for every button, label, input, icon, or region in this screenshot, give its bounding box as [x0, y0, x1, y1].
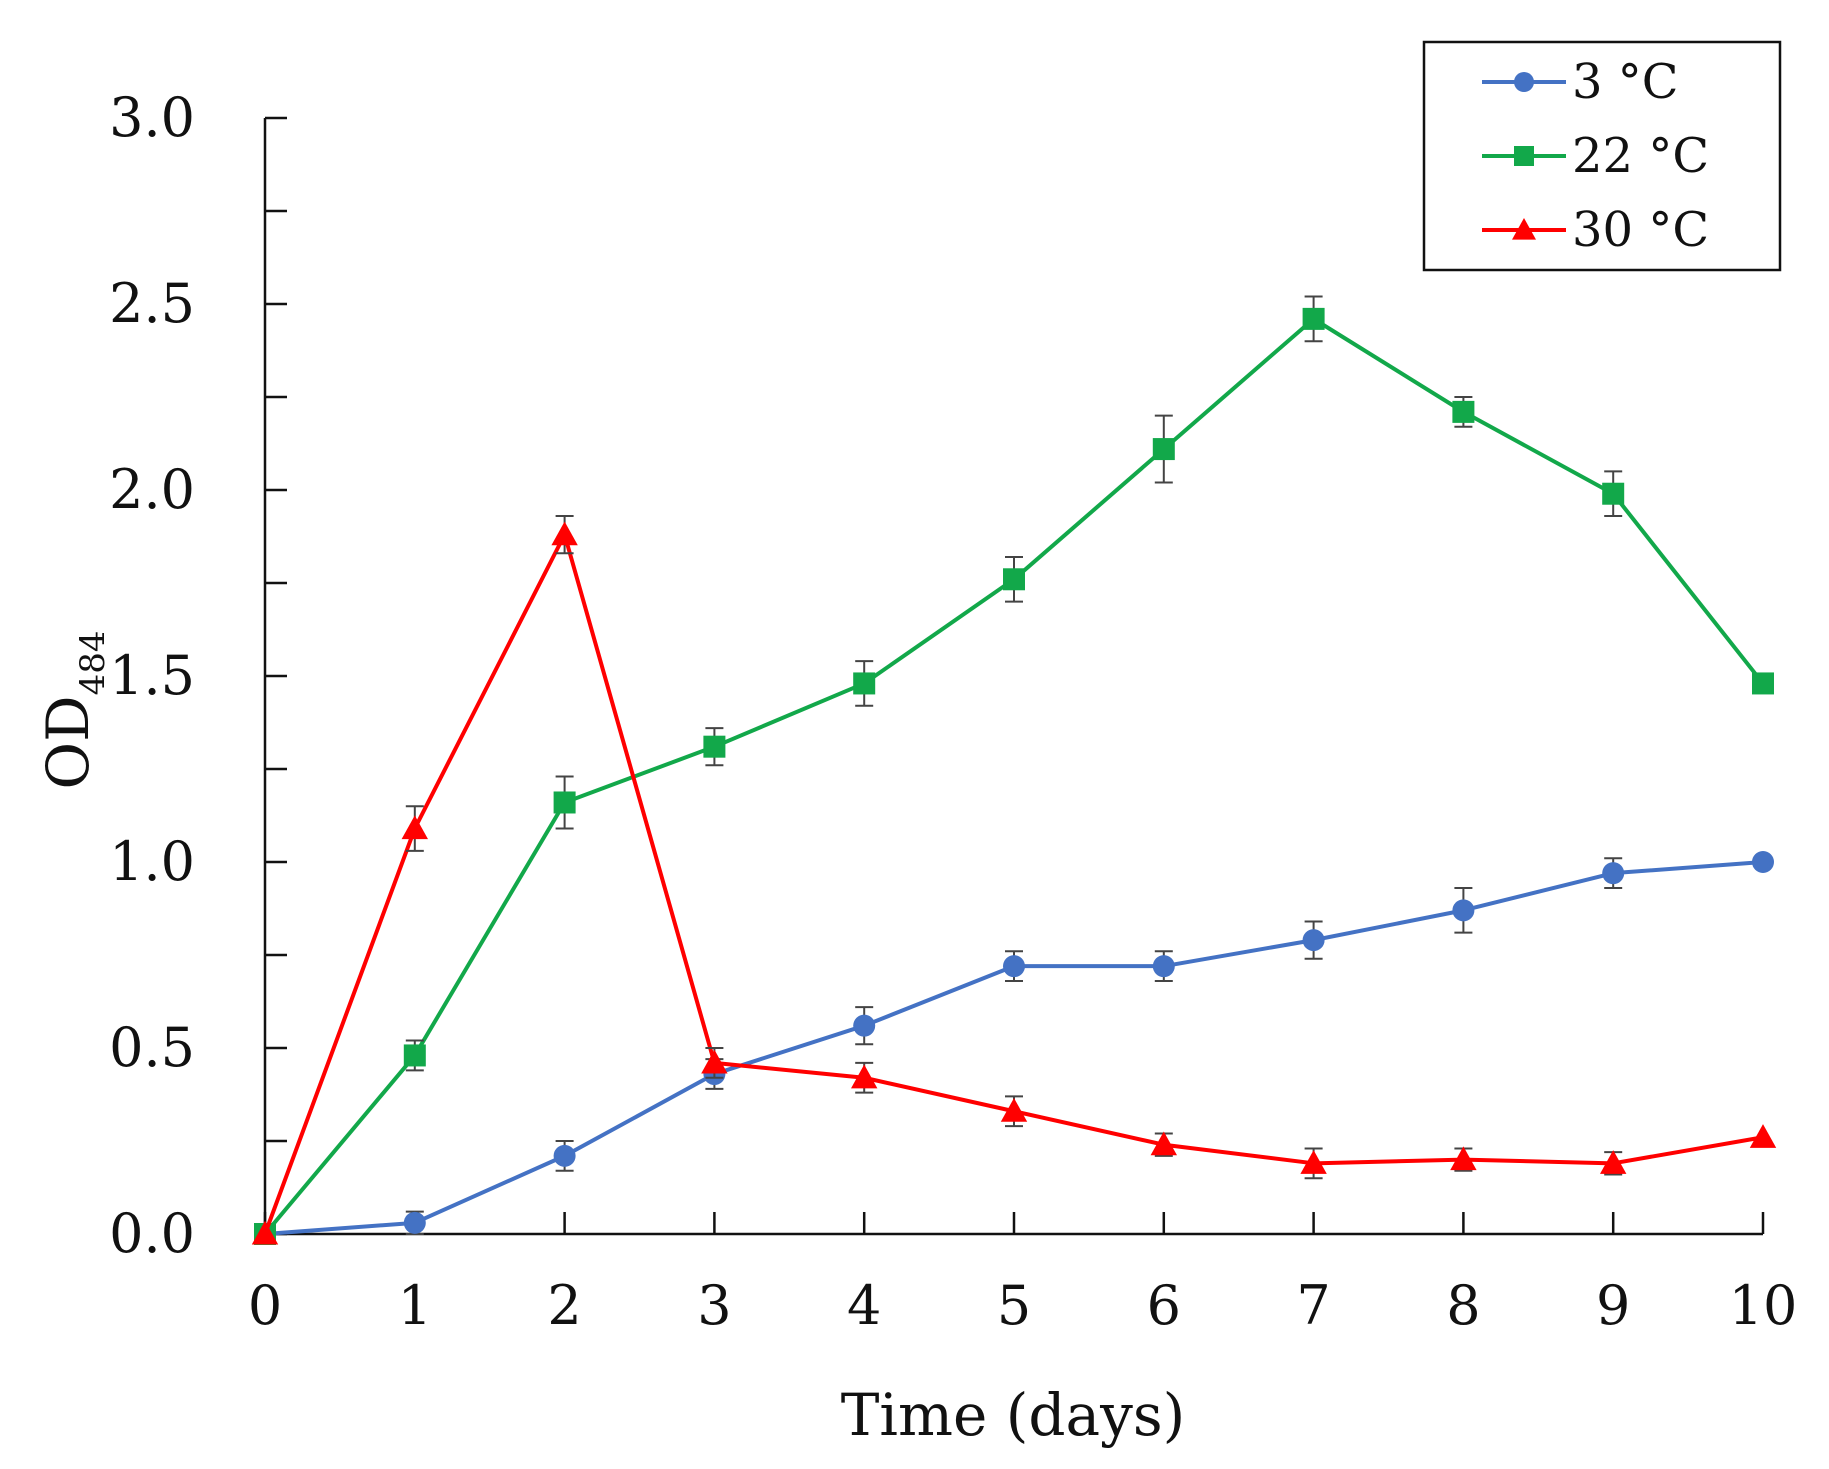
- y-tick-label: 1.5: [109, 644, 195, 707]
- x-tick-label: 0: [248, 1274, 282, 1337]
- x-tick-label: 4: [847, 1274, 881, 1337]
- x-tick-label: 6: [1147, 1274, 1181, 1337]
- data-point: [1600, 1150, 1627, 1174]
- data-point: [1452, 899, 1475, 922]
- x-ticks: 0 1 2 3 4 5 6 7 8 9 10: [248, 1212, 1798, 1337]
- data-point: [1752, 672, 1774, 695]
- data-point: [1003, 568, 1025, 591]
- y-axis-title-subscript: 484: [73, 631, 113, 696]
- data-point: [401, 815, 428, 840]
- y-axis-title: OD484: [34, 631, 113, 790]
- legend-label: 22 °C: [1572, 128, 1709, 184]
- axes: [263, 118, 1763, 1236]
- data-point: [553, 791, 576, 814]
- data-point: [403, 1044, 426, 1067]
- series-1-line: [264, 860, 1764, 1236]
- x-tick-label: 3: [697, 1274, 731, 1337]
- y-ticks: 0.0 0.5 1.0 1.5 2.0 2.5 3.0: [109, 86, 287, 1265]
- data-point: [1752, 851, 1774, 873]
- legend: 3 °C 22 °C 30 °C: [1422, 40, 1782, 272]
- legend-item: 3 °C: [1482, 54, 1679, 110]
- data-point: [701, 1049, 728, 1074]
- legend-label: 30 °C: [1572, 202, 1709, 258]
- data-point: [1452, 400, 1475, 423]
- plot-area: [251, 295, 1777, 1245]
- data-point: [1150, 1131, 1177, 1156]
- x-tick-label: 8: [1446, 1274, 1480, 1337]
- x-axis-title: Time (days): [841, 1381, 1186, 1449]
- data-point: [853, 1014, 876, 1037]
- data-point: [553, 1144, 576, 1167]
- svg-text:OD484: OD484: [34, 631, 113, 790]
- legend-marker: [1514, 146, 1534, 166]
- data-point: [251, 1220, 279, 1245]
- legend-item: 30 °C: [1482, 202, 1709, 258]
- x-tick-label: 2: [547, 1274, 581, 1337]
- data-point: [1749, 1124, 1777, 1148]
- data-point: [1000, 1098, 1028, 1122]
- x-tick-label: 5: [997, 1274, 1031, 1337]
- data-point: [1300, 1150, 1327, 1174]
- x-tick-label: 7: [1296, 1274, 1330, 1337]
- data-point: [1003, 955, 1025, 978]
- data-point: [1302, 929, 1325, 952]
- legend-label: 3 °C: [1572, 54, 1679, 110]
- series-1: [254, 851, 1774, 1245]
- data-point: [1602, 482, 1625, 505]
- series-2: [254, 295, 1774, 1245]
- y-tick-label: 1.0: [109, 830, 195, 893]
- legend-marker: [1512, 218, 1536, 240]
- y-tick-label: 2.0: [109, 458, 195, 521]
- x-tick-label: 9: [1596, 1274, 1630, 1337]
- data-point: [1602, 862, 1625, 885]
- x-tick-label: 1: [398, 1274, 432, 1337]
- data-point: [1152, 438, 1175, 461]
- data-point: [403, 1211, 426, 1234]
- series-3: [251, 515, 1777, 1245]
- legend-item: 22 °C: [1482, 128, 1709, 184]
- data-point: [703, 735, 726, 758]
- data-point: [853, 672, 876, 695]
- y-tick-label: 2.5: [109, 272, 195, 335]
- data-point: [1152, 955, 1175, 978]
- data-point: [851, 1064, 878, 1089]
- y-tick-label: 0.0: [109, 1202, 195, 1265]
- data-point: [551, 521, 578, 546]
- legend-marker: [1514, 72, 1534, 92]
- series-3-line: [263, 532, 1764, 1235]
- x-tick-label: 10: [1729, 1274, 1798, 1337]
- y-tick-label: 3.0: [109, 86, 195, 149]
- y-tick-label: 0.5: [109, 1016, 195, 1079]
- y-axis-title-main: OD: [34, 695, 102, 789]
- data-point: [1302, 307, 1325, 330]
- data-point: [1450, 1146, 1477, 1171]
